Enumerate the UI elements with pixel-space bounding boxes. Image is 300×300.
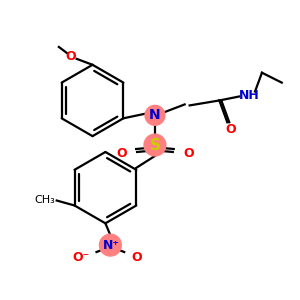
Text: CH₃: CH₃ <box>34 194 55 205</box>
Text: O: O <box>116 148 127 160</box>
Circle shape <box>145 105 165 125</box>
Text: N: N <box>149 108 161 122</box>
Text: N⁺: N⁺ <box>103 238 120 252</box>
Text: O: O <box>225 123 236 136</box>
Circle shape <box>100 234 121 256</box>
Circle shape <box>144 134 166 156</box>
Text: O: O <box>183 148 194 160</box>
Text: O⁻: O⁻ <box>72 251 89 265</box>
Text: O: O <box>65 50 76 63</box>
Text: S: S <box>149 137 161 152</box>
Text: O: O <box>132 251 142 265</box>
Text: NH: NH <box>239 89 260 102</box>
